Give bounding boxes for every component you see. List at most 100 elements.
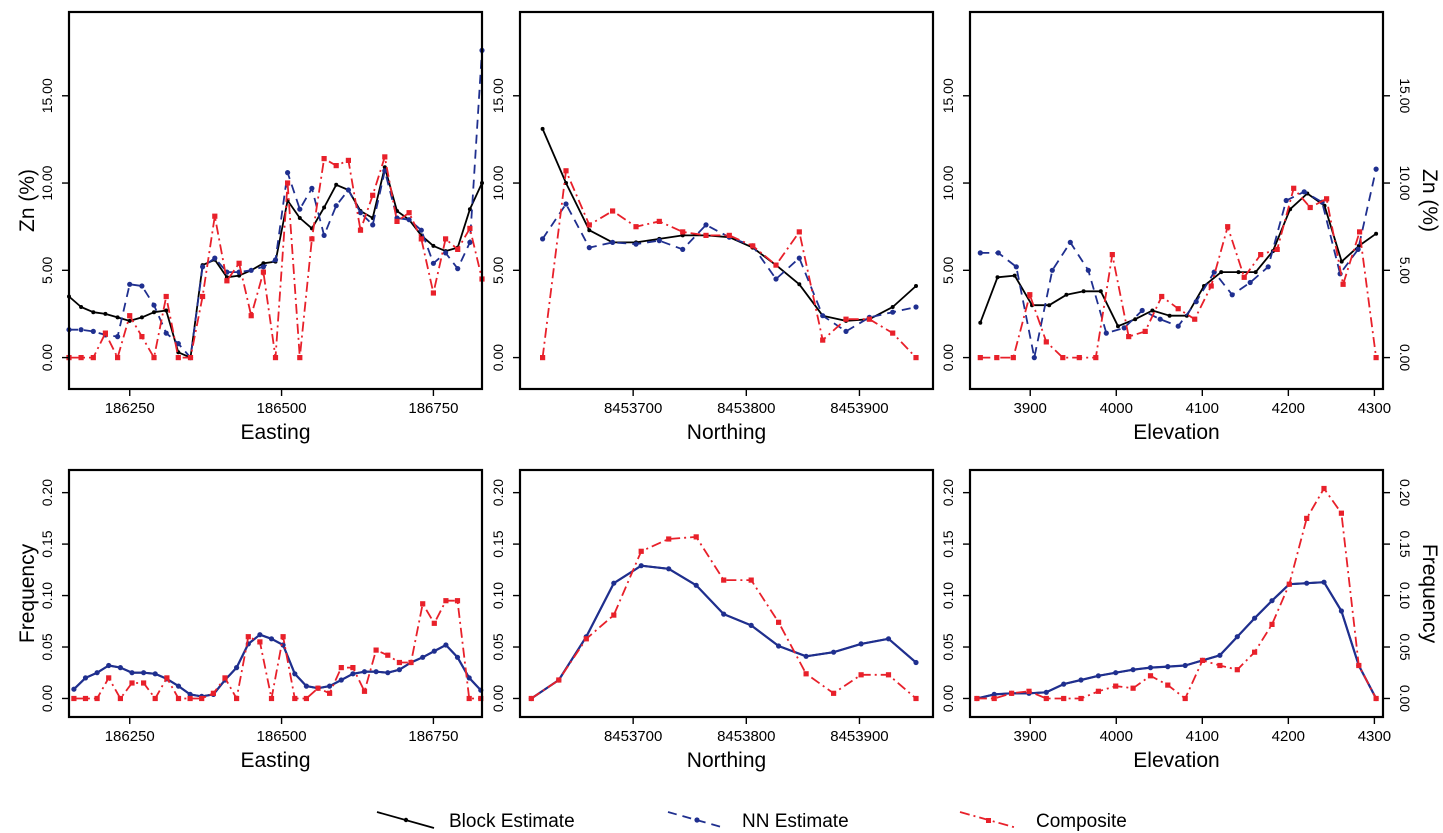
data-point — [78, 355, 84, 361]
data-point — [373, 647, 379, 653]
data-point — [1081, 289, 1086, 294]
data-point — [309, 236, 315, 242]
data-point — [1130, 667, 1136, 673]
data-point — [1121, 325, 1127, 331]
data-point — [303, 695, 309, 702]
y-tick-label: 0.20 — [490, 479, 506, 506]
x-tick-label: 4200 — [1272, 728, 1305, 745]
data-point — [234, 665, 240, 671]
data-point — [292, 671, 298, 677]
data-point — [1043, 695, 1049, 702]
data-point — [327, 683, 333, 689]
x-tick-label: 4300 — [1358, 728, 1391, 745]
data-point — [680, 229, 686, 235]
chart-panel-3: 3900 4000 4100 4200 4300 Elevation 0.00 0.00 5.0… — [940, 10, 1441, 444]
data-point — [164, 675, 170, 681]
data-point — [333, 203, 339, 209]
data-point — [656, 218, 662, 224]
data-point — [1076, 355, 1082, 361]
data-point — [1234, 634, 1240, 640]
data-point — [248, 267, 254, 273]
data-point — [1208, 283, 1214, 289]
data-point — [127, 313, 133, 319]
data-point — [748, 577, 754, 583]
y-tick-label: 10.00 — [490, 165, 506, 200]
y-tick-label: 0.10 — [39, 582, 55, 609]
y-tick-label: 0.10 — [940, 582, 956, 609]
x-axis-label: Easting — [240, 421, 310, 444]
data-point — [1150, 308, 1155, 313]
data-point — [796, 255, 802, 261]
data-point — [1095, 673, 1101, 679]
y-tick-label: 0.05 — [940, 633, 956, 660]
data-point — [1026, 688, 1032, 694]
data-point — [261, 261, 266, 266]
x-tick-label: 4100 — [1186, 400, 1219, 417]
series-line-nn-estimate — [980, 168, 1377, 359]
legend: Block Estimate NN Estimate Composite — [376, 811, 1127, 832]
data-point — [1291, 185, 1297, 191]
data-point — [257, 639, 263, 645]
data-point — [338, 665, 344, 671]
data-point — [748, 622, 754, 629]
plot-frame — [518, 468, 935, 719]
data-point — [321, 232, 327, 238]
data-point — [408, 659, 414, 666]
data-point — [1113, 683, 1119, 689]
data-point — [443, 250, 449, 256]
data-point — [583, 636, 589, 642]
y-axis-label: Frequency — [1418, 544, 1441, 644]
x-tick-label: 4200 — [1272, 400, 1305, 417]
data-point — [455, 266, 461, 272]
data-point — [1098, 289, 1103, 294]
data-point — [370, 222, 376, 228]
x-tick-label: 3900 — [1014, 400, 1047, 417]
data-point — [796, 229, 802, 235]
data-point — [1182, 662, 1188, 669]
data-point — [1031, 355, 1037, 361]
chart-panel-5: 8453700 8453800 8453900 Northing 0.00 0.05 0.1… — [490, 468, 935, 772]
series-line-composite — [530, 536, 917, 700]
data-point — [633, 224, 639, 230]
y-tick-label: 0.15 — [490, 530, 506, 557]
data-point — [297, 355, 303, 361]
y-tick-label: 0.10 — [1397, 582, 1413, 609]
data-point — [175, 695, 182, 702]
x-axis-label: Northing — [687, 749, 766, 772]
data-point — [1374, 231, 1379, 236]
data-point — [1283, 197, 1289, 204]
data-point — [1324, 196, 1330, 202]
x-tick-label: 186250 — [105, 400, 155, 417]
data-point — [334, 182, 339, 187]
data-point — [373, 669, 379, 675]
data-point — [152, 310, 156, 315]
data-point — [212, 255, 218, 261]
data-point — [151, 302, 157, 308]
data-point — [1286, 581, 1292, 587]
data-point — [1236, 270, 1241, 275]
data-point — [466, 675, 472, 681]
data-point — [611, 580, 617, 586]
data-point — [586, 222, 592, 228]
data-point — [117, 665, 123, 671]
series-line-block-estimate — [73, 633, 482, 698]
data-point — [268, 695, 275, 702]
data-point — [831, 690, 837, 696]
data-point — [995, 250, 1001, 256]
y-tick-label: 0.00 — [1397, 685, 1413, 712]
data-point — [141, 680, 147, 686]
data-point — [280, 642, 286, 648]
data-point — [115, 315, 120, 320]
data-point — [693, 582, 699, 588]
data-point — [1157, 316, 1163, 322]
x-tick-label: 3900 — [1014, 728, 1047, 745]
chart-panel-2: 8453700 8453800 8453900 Northing 0.00 5.00 10.… — [490, 10, 935, 444]
data-point — [1064, 292, 1069, 297]
data-point — [1373, 166, 1379, 172]
data-point — [357, 227, 364, 233]
data-point — [257, 632, 263, 638]
data-point — [90, 355, 96, 361]
y-tick-label: 0.15 — [1397, 530, 1413, 557]
data-point — [454, 598, 461, 604]
data-point — [1274, 246, 1280, 252]
